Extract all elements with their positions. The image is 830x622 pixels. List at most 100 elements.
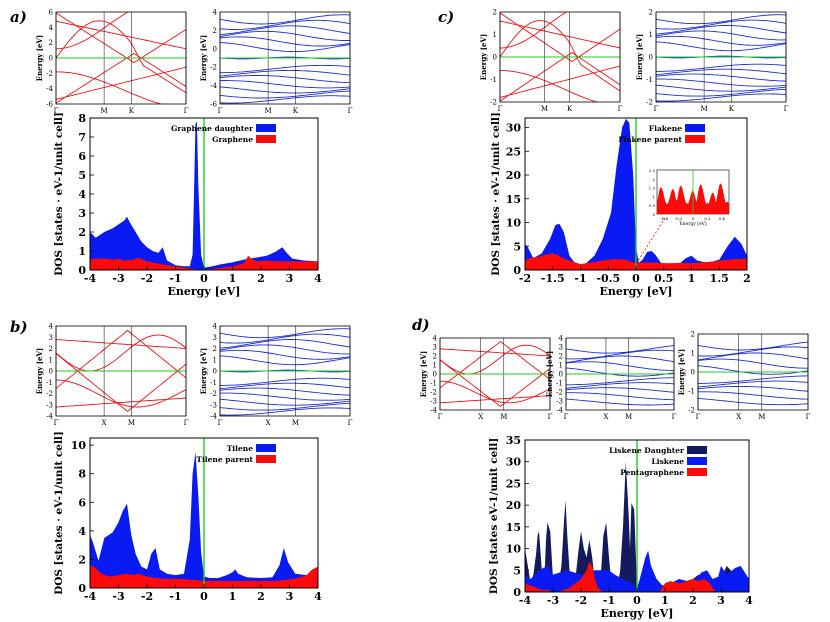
band-lines bbox=[656, 14, 786, 102]
y-tick-label: 5 bbox=[513, 240, 521, 253]
band-line bbox=[440, 344, 550, 375]
dos-area-graphene-daughter bbox=[90, 121, 318, 270]
dos-chart: -4 -3 -2 -1 0 1 2 3 4 0 2 4 6 8 10 DOS [states · eV-1/u… bbox=[53, 431, 322, 603]
band-line bbox=[220, 402, 350, 411]
dos-chart: -4 -3 -2 -1 0 1 2 3 4 0 5 10 15 20 25 30 35 Energy [eV] DO… bbox=[488, 434, 753, 620]
inset-y-tick-label: 0.5 bbox=[649, 203, 656, 208]
y-tick-label: 0 bbox=[49, 368, 53, 376]
band-line bbox=[656, 88, 786, 97]
y-tick-label: 4 bbox=[559, 335, 564, 343]
plot-frame bbox=[499, 11, 621, 103]
band-line bbox=[698, 397, 808, 406]
y-axis-label: Energy [eV] bbox=[35, 35, 44, 81]
x-tick-label: 2 bbox=[689, 594, 697, 607]
legend-label: Flakene bbox=[649, 124, 682, 133]
y-tick-label: 6 bbox=[78, 496, 86, 509]
y-axis-label: DOS [states · eV-1/unit cell] bbox=[490, 112, 502, 276]
legend-swatch bbox=[256, 135, 276, 143]
panel-label: c) bbox=[438, 8, 454, 26]
dos-chart: -4 -3 -2 -1 0 1 2 3 4 0 1 2 3 4 5 6 7 8 Energy [eV] DOS [st… bbox=[53, 112, 322, 298]
y-tick-label: 4 bbox=[78, 525, 86, 538]
y-tick-label: 25 bbox=[506, 145, 521, 158]
legend-swatch bbox=[256, 455, 276, 463]
x-tick-label: -3 bbox=[112, 590, 124, 603]
band-line bbox=[220, 42, 350, 53]
x-axis-label: Energy [eV] bbox=[599, 285, 672, 298]
band-line bbox=[220, 64, 350, 74]
band-line bbox=[698, 380, 808, 388]
band-line bbox=[500, 70, 599, 102]
k-point-label: K bbox=[729, 105, 735, 113]
x-tick-label: 0 bbox=[200, 590, 208, 603]
legend-label: Pentagraphene bbox=[620, 468, 684, 477]
y-tick-label: 1 bbox=[493, 31, 497, 39]
plot-frame bbox=[697, 333, 809, 411]
x-tick-label: -1 bbox=[574, 272, 586, 285]
band-line bbox=[656, 78, 786, 87]
y-tick-label: 4 bbox=[49, 24, 54, 32]
band-lines bbox=[566, 345, 674, 406]
band-line bbox=[698, 346, 808, 357]
band-line bbox=[566, 398, 674, 406]
y-tick-label: 2 bbox=[691, 331, 695, 339]
band-line bbox=[500, 20, 620, 49]
x-tick-label: 4 bbox=[314, 590, 322, 603]
y-tick-label: -1 bbox=[430, 380, 437, 388]
x-tick-label: -2 bbox=[141, 590, 153, 603]
y-tick-label: -2 bbox=[46, 70, 53, 78]
y-tick-label: -2 bbox=[646, 99, 653, 107]
band-line bbox=[56, 339, 186, 349]
k-point-label: Γ bbox=[54, 107, 59, 115]
y-tick-label: -4 bbox=[46, 413, 53, 421]
y-tick-label: -1 bbox=[210, 379, 217, 387]
y-tick-label: 15 bbox=[506, 193, 521, 206]
band-structure-plot: Γ X M Γ 4 3 2 1 0 -1 -2 -3 -4 Energy [eV] bbox=[199, 323, 353, 428]
inset-x-tick-label: 0.2 bbox=[704, 216, 711, 221]
x-tick-label: -2 bbox=[141, 272, 153, 285]
y-axis-label: Energy [eV] bbox=[419, 351, 428, 397]
k-point-label: M bbox=[101, 107, 108, 115]
y-tick-label: 1 bbox=[649, 31, 653, 39]
k-point-label: M bbox=[500, 413, 507, 421]
y-tick-label: 0 bbox=[78, 582, 86, 595]
y-tick-label: 20 bbox=[506, 499, 522, 512]
inset-y-tick-label: 2.5 bbox=[649, 168, 656, 173]
band-line bbox=[220, 36, 350, 47]
inset-pointer-arrow bbox=[630, 217, 666, 273]
k-point-label: Γ bbox=[618, 105, 623, 113]
band-line bbox=[698, 375, 808, 384]
band-line bbox=[220, 355, 350, 366]
y-tick-label: -4 bbox=[430, 407, 437, 415]
legend-swatch bbox=[687, 468, 707, 476]
x-tick-label: 4 bbox=[314, 272, 322, 285]
y-tick-label: -4 bbox=[556, 407, 563, 415]
y-tick-label: 1 bbox=[559, 362, 563, 370]
band-line bbox=[566, 377, 674, 386]
k-point-label: X bbox=[266, 419, 271, 427]
y-tick-label: 4 bbox=[213, 323, 218, 331]
band-lines bbox=[56, 12, 186, 104]
k-point-label: Γ bbox=[438, 413, 443, 421]
band-line bbox=[56, 20, 186, 94]
plot-frame bbox=[219, 325, 351, 417]
x-tick-label: -1 bbox=[169, 590, 181, 603]
y-tick-label: 2 bbox=[78, 226, 86, 239]
x-tick-label: -2 bbox=[575, 594, 587, 607]
y-tick-label: 0 bbox=[493, 54, 497, 62]
legend-swatch bbox=[256, 444, 276, 452]
y-tick-label: 6 bbox=[78, 150, 86, 163]
band-line bbox=[220, 25, 350, 36]
legend-label: Flakene parent bbox=[618, 135, 682, 144]
band-line bbox=[500, 12, 568, 49]
legend-label: Graphene daughter bbox=[171, 124, 254, 133]
y-tick-label: -3 bbox=[430, 398, 437, 406]
band-line bbox=[220, 328, 350, 339]
legend-swatch bbox=[685, 135, 705, 143]
band-line bbox=[56, 12, 129, 50]
x-tick-label: 1 bbox=[229, 272, 237, 285]
k-point-label: Γ bbox=[784, 105, 789, 113]
k-point-label: Γ bbox=[654, 105, 659, 113]
plot-frame bbox=[219, 11, 351, 105]
band-line bbox=[698, 341, 808, 351]
